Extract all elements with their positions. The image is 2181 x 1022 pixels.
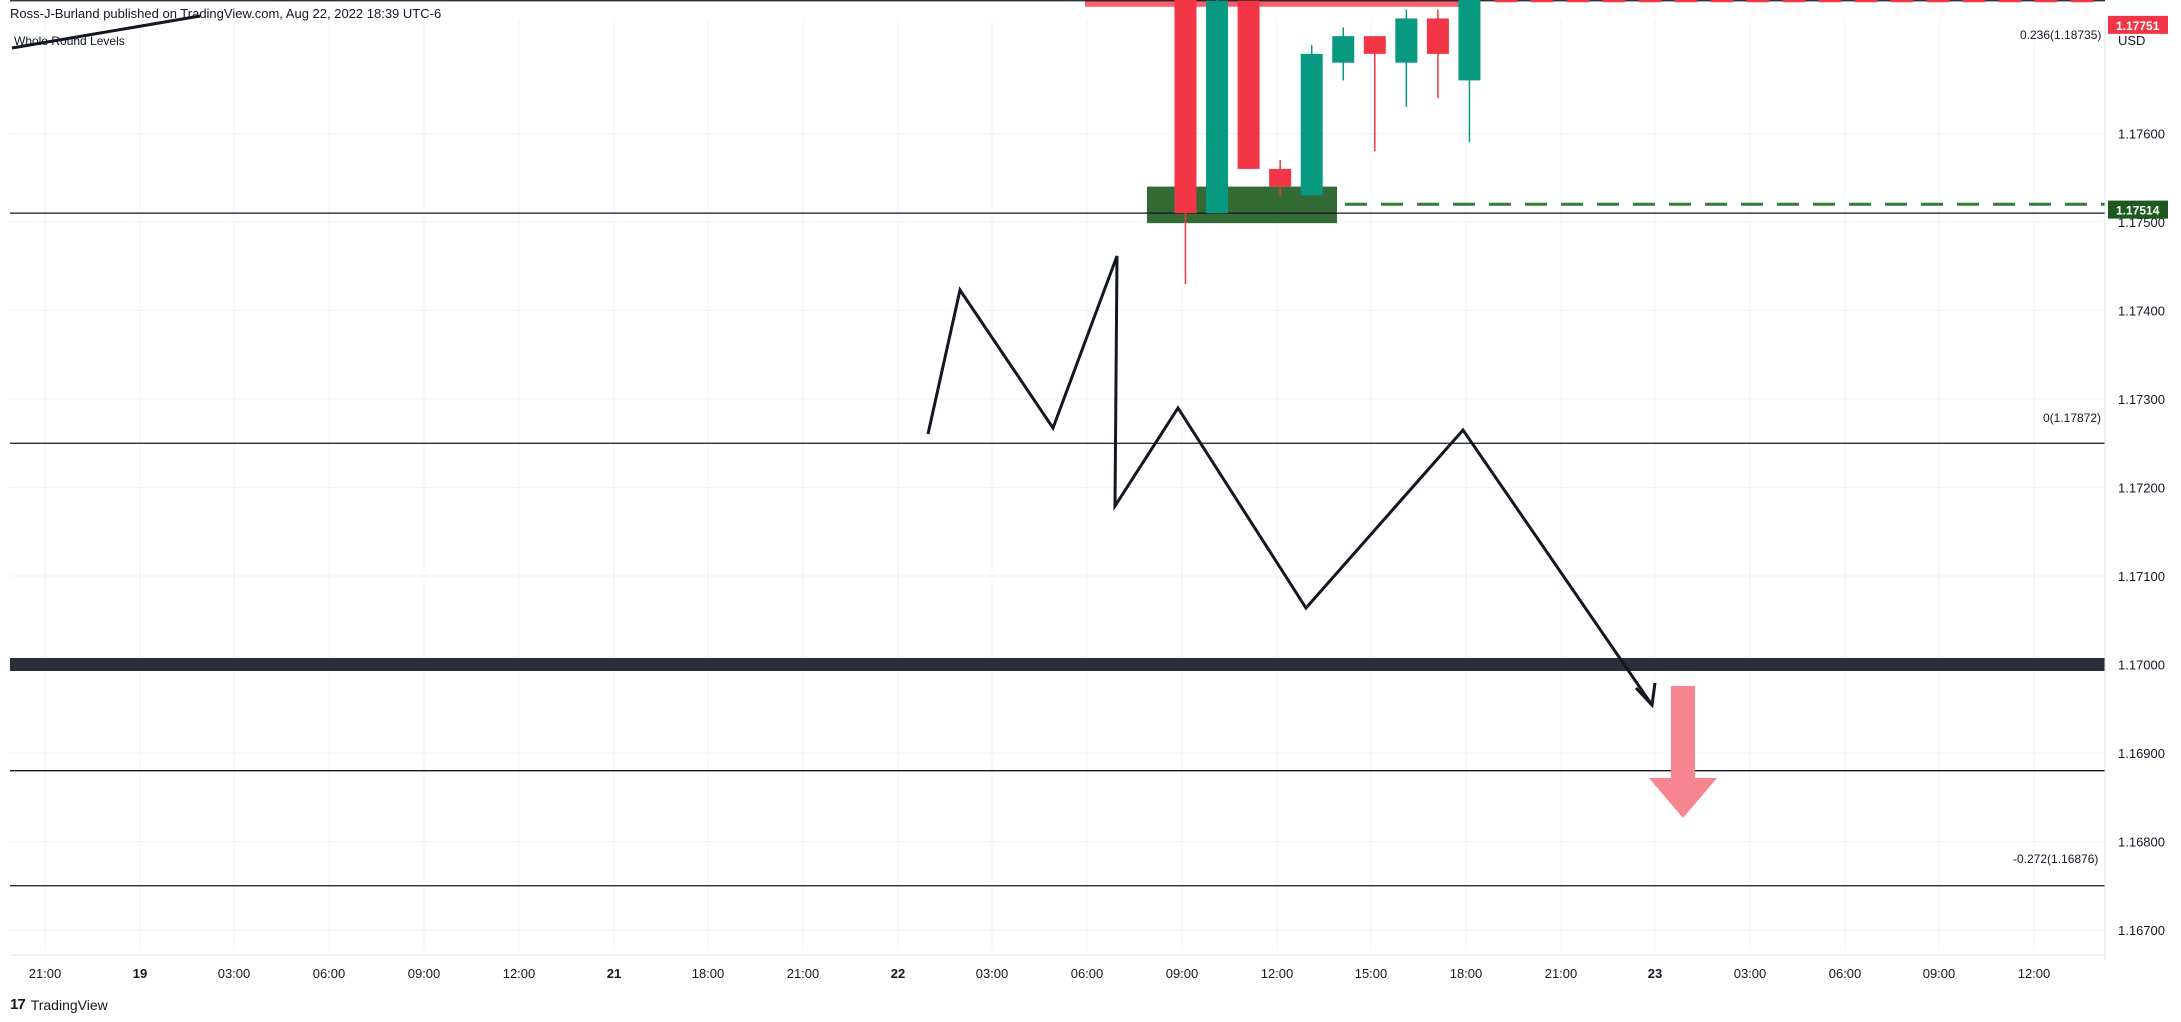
price-tick-label: 1.17500: [2118, 215, 2165, 230]
time-tick-label: 09:00: [408, 966, 441, 981]
level-badge-red-value: 1.17751: [2116, 19, 2160, 33]
publisher-caption: Ross-J-Burland published on TradingView.…: [10, 6, 442, 21]
price-tick-label: 1.17000: [2118, 658, 2165, 673]
time-tick-label: 12:00: [2018, 966, 2051, 981]
price-tick-label: 1.16800: [2118, 835, 2165, 850]
time-tick-label: 09:00: [1923, 966, 1956, 981]
price-tick-label: 1.16700: [2118, 923, 2165, 938]
time-tick-label: 18:00: [1450, 966, 1483, 981]
time-tick-label: 15:00: [1355, 966, 1388, 981]
time-tick-label: 09:00: [1166, 966, 1199, 981]
time-tick-label: 22: [891, 966, 905, 981]
candle-body: [1269, 168, 1292, 187]
time-tick-label: 21:00: [1545, 966, 1578, 981]
time-tick-label: 06:00: [1829, 966, 1862, 981]
pattern-zigzag: [926, 255, 1654, 706]
time-tick-label: 06:00: [1071, 966, 1104, 981]
time-tick-label: 03:00: [976, 966, 1009, 981]
down-arrow-shaft: [1671, 686, 1695, 778]
time-tick-label: 03:00: [1734, 966, 1767, 981]
tradingview-logo-icon: 17: [10, 996, 26, 1013]
supply-zone-lower: [1085, 0, 1463, 7]
drawings-layer: [11, 14, 1717, 818]
time-tick-label: 03:00: [218, 966, 251, 981]
time-tick-label: 18:00: [692, 966, 725, 981]
level-badge-green-value: 1.17514: [2116, 204, 2160, 218]
price-axis[interactable]: 1.187001.186001.185001.184001.183001.182…: [2108, 0, 2168, 938]
time-tick-label: 21:00: [29, 966, 62, 981]
time-tick-label: 12:00: [1261, 966, 1294, 981]
candle-body: [1395, 18, 1418, 63]
fib-label-zero: 0(1.17872): [2043, 411, 2101, 425]
time-tick-label: 23: [1648, 966, 1662, 981]
tradingview-logo-text: TradingView: [30, 996, 108, 1013]
time-tick-label: 06:00: [313, 966, 346, 981]
candle-body: [1426, 18, 1449, 54]
down-arrow-icon: [1649, 778, 1717, 818]
candle-body: [1332, 36, 1355, 63]
currency-label: USD: [2118, 33, 2145, 48]
time-axis[interactable]: 21:00 19 03:00 06:00 09:00 12:00 21 18:00 21:00 2…: [10, 20, 2106, 981]
trend-line-top: [11, 14, 201, 50]
time-tick-label: 19: [133, 966, 147, 981]
horizontal-lines-layer: [10, 0, 2105, 887]
level-badge-green: [2108, 200, 2168, 219]
time-tick-label: 21: [607, 966, 621, 981]
indicator-label: Whole Round Levels: [14, 34, 125, 48]
candle-body: [1363, 36, 1386, 54]
candle-body: [1206, 0, 1229, 214]
candle-body: [1458, 0, 1481, 81]
price-tick-label: 1.16900: [2118, 746, 2165, 761]
level-badge-red: [2108, 15, 2168, 34]
candles-layer: [1174, 0, 1481, 284]
price-tick-label: 1.17100: [2118, 569, 2165, 584]
time-tick-label: 12:00: [503, 966, 536, 981]
fib-label-top: 0.236(1.18735): [2020, 28, 2101, 42]
candle-body: [1237, 0, 1260, 169]
chart-grid: [10, 20, 2105, 950]
candle-body: [1300, 53, 1323, 196]
price-tick-label: 1.17400: [2118, 304, 2165, 319]
price-tick-label: 1.17600: [2118, 127, 2165, 142]
projection-arrowhead: [1634, 682, 1657, 709]
time-tick-label: 21:00: [787, 966, 820, 981]
tradingview-logo[interactable]: 17 TradingView: [10, 996, 108, 1013]
price-tick-label: 1.17300: [2118, 392, 2165, 407]
fib-label-ext: -0.272(1.16876): [2013, 852, 2098, 866]
candle-body: [1174, 0, 1197, 214]
price-tick-label: 1.17200: [2118, 481, 2165, 496]
